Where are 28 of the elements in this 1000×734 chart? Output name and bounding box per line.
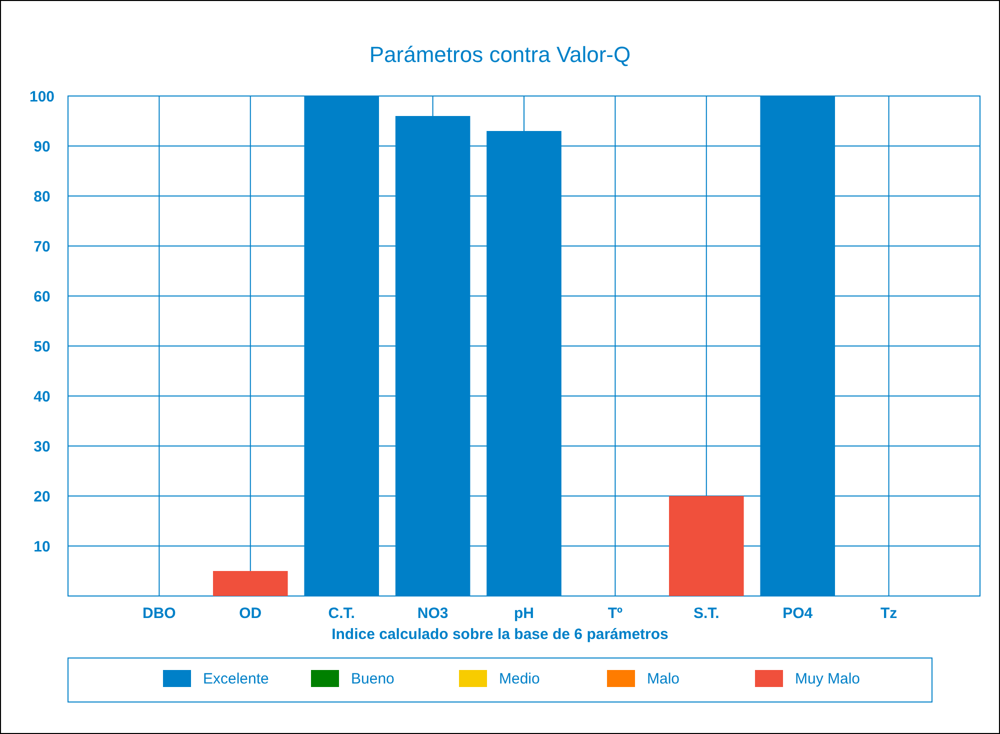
x-tick-label: pH (514, 605, 534, 622)
y-tick-label: 70 (34, 238, 50, 256)
y-tick-label: 60 (34, 288, 50, 306)
y-tick-label: 100 (29, 88, 55, 106)
x-tick-label: Tº (608, 605, 624, 622)
legend-label: Malo (647, 670, 680, 688)
x-tick-label: S.T. (693, 605, 720, 622)
chart-title: Parámetros contra Valor-Q (369, 42, 631, 67)
x-tick-label: DBO (142, 605, 176, 622)
x-tick-label: C.T. (328, 605, 355, 622)
x-tick-label: NO3 (417, 605, 448, 622)
y-tick-label: 80 (34, 188, 50, 206)
x-tick-label: Tz (880, 605, 898, 622)
legend-label: Medio (499, 670, 540, 688)
legend-label: Bueno (351, 670, 394, 688)
bar (669, 496, 744, 596)
x-tick-label: PO4 (782, 605, 814, 622)
y-tick-label: 30 (34, 438, 50, 456)
y-tick-label: 20 (34, 488, 50, 506)
y-tick-label: 40 (34, 388, 50, 406)
bar (213, 571, 288, 596)
y-tick-label: 50 (34, 338, 50, 356)
legend-label: Muy Malo (795, 670, 860, 688)
y-tick-label: 10 (34, 538, 50, 556)
x-axis-title: Indice calculado sobre la base de 6 parámetros (332, 626, 668, 643)
legend-label: Excelente (203, 670, 269, 688)
x-tick-label: OD (239, 605, 262, 622)
y-tick-label: 90 (34, 138, 50, 156)
